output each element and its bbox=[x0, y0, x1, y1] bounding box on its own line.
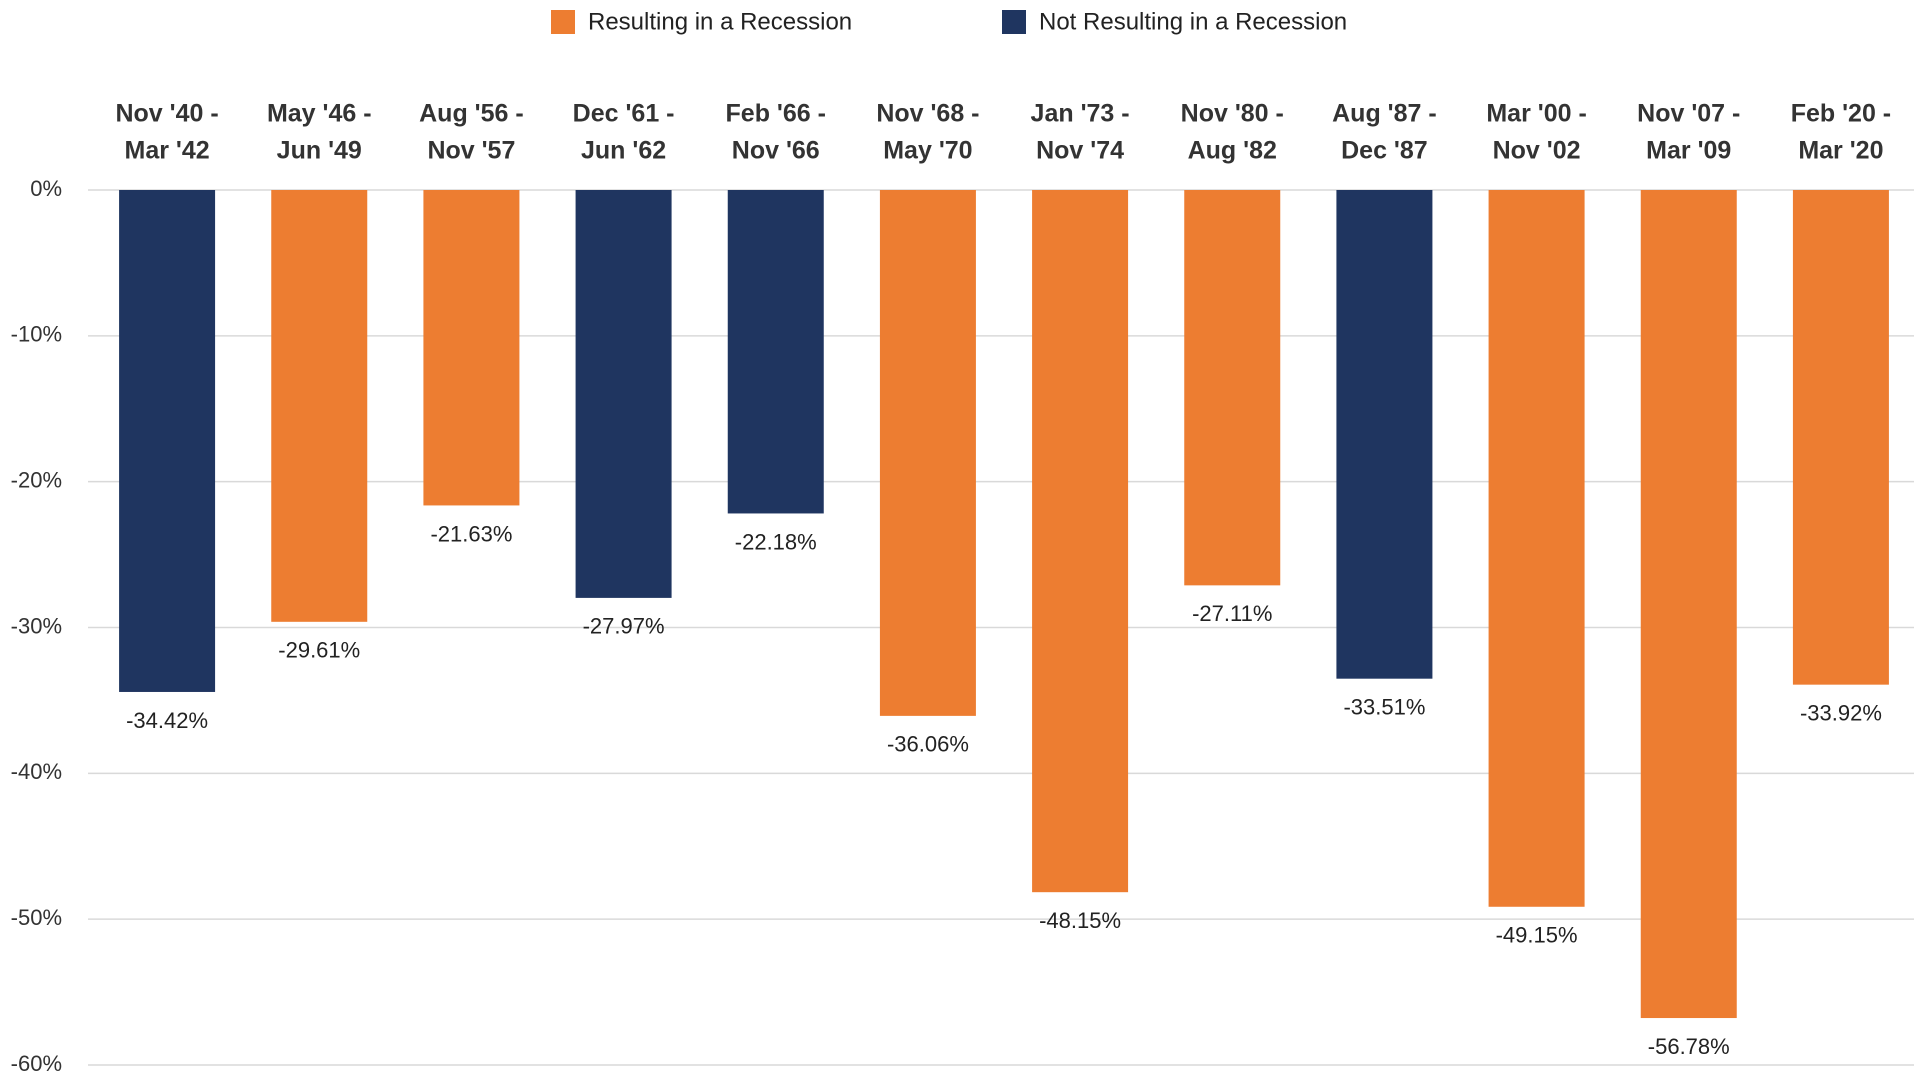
x-tick-label: Feb '66 - bbox=[726, 100, 826, 128]
x-tick-label: Nov '57 bbox=[427, 137, 515, 165]
bar bbox=[1184, 190, 1281, 586]
x-tick-label: Nov '68 - bbox=[876, 100, 979, 128]
x-tick-label: Jun '49 bbox=[277, 137, 362, 165]
x-tick-label: Dec '87 bbox=[1341, 137, 1428, 165]
bar bbox=[423, 190, 520, 506]
x-tick-label: Nov '80 - bbox=[1181, 100, 1284, 128]
value-label: -48.15% bbox=[1039, 908, 1121, 933]
legend-swatch bbox=[1002, 10, 1026, 34]
x-tick-label: Mar '00 - bbox=[1486, 100, 1586, 128]
x-tick-label: Mar '42 bbox=[125, 137, 210, 165]
x-tick-label: Aug '87 - bbox=[1332, 100, 1437, 128]
value-label: -49.15% bbox=[1496, 923, 1578, 948]
value-label: -33.51% bbox=[1343, 695, 1425, 720]
value-label: -29.61% bbox=[278, 638, 360, 663]
x-tick-label: Nov '40 - bbox=[115, 100, 218, 128]
legend-label: Resulting in a Recession bbox=[588, 8, 852, 35]
y-tick-label: -50% bbox=[11, 905, 62, 930]
bar bbox=[1488, 190, 1585, 907]
x-tick-label: Nov '02 bbox=[1493, 137, 1581, 165]
bar bbox=[1792, 190, 1889, 685]
value-label: -34.42% bbox=[126, 708, 208, 733]
bar bbox=[1640, 190, 1737, 1019]
x-tick-label: Feb '20 - bbox=[1791, 100, 1891, 128]
y-tick-label: 0% bbox=[30, 176, 62, 201]
bar bbox=[1032, 190, 1129, 893]
y-tick-label: -20% bbox=[11, 467, 62, 492]
y-tick-label: -10% bbox=[11, 322, 62, 347]
bar bbox=[727, 190, 824, 514]
x-tick-label: Nov '07 - bbox=[1637, 100, 1740, 128]
legend-label: Not Resulting in a Recession bbox=[1039, 8, 1347, 35]
y-tick-label: -30% bbox=[11, 613, 62, 638]
x-tick-label: May '70 bbox=[883, 137, 972, 165]
bar bbox=[575, 190, 672, 598]
bar bbox=[1336, 190, 1433, 679]
value-label: -21.63% bbox=[430, 521, 512, 546]
value-label: -22.18% bbox=[735, 529, 817, 554]
legend-swatch bbox=[551, 10, 575, 34]
value-label: -27.97% bbox=[583, 614, 665, 639]
x-tick-label: Jun '62 bbox=[581, 137, 666, 165]
y-tick-label: -60% bbox=[11, 1051, 62, 1076]
x-tick-label: Mar '09 bbox=[1646, 137, 1731, 165]
bar bbox=[271, 190, 368, 622]
value-label: -56.78% bbox=[1648, 1034, 1730, 1059]
x-tick-label: May '46 - bbox=[267, 100, 372, 128]
value-label: -33.92% bbox=[1800, 700, 1882, 725]
x-tick-label: Jan '73 - bbox=[1031, 100, 1130, 128]
value-label: -27.11% bbox=[1192, 601, 1272, 626]
x-tick-label: Nov '66 bbox=[732, 137, 820, 165]
y-tick-label: -40% bbox=[11, 759, 62, 784]
x-tick-label: Aug '82 bbox=[1188, 137, 1277, 165]
x-tick-label: Nov '74 bbox=[1036, 137, 1124, 165]
x-tick-label: Dec '61 - bbox=[573, 100, 675, 128]
x-tick-label: Mar '20 bbox=[1798, 137, 1883, 165]
x-tick-label: Aug '56 - bbox=[419, 100, 524, 128]
bar bbox=[119, 190, 216, 692]
value-label: -36.06% bbox=[887, 732, 969, 757]
bar bbox=[879, 190, 976, 716]
